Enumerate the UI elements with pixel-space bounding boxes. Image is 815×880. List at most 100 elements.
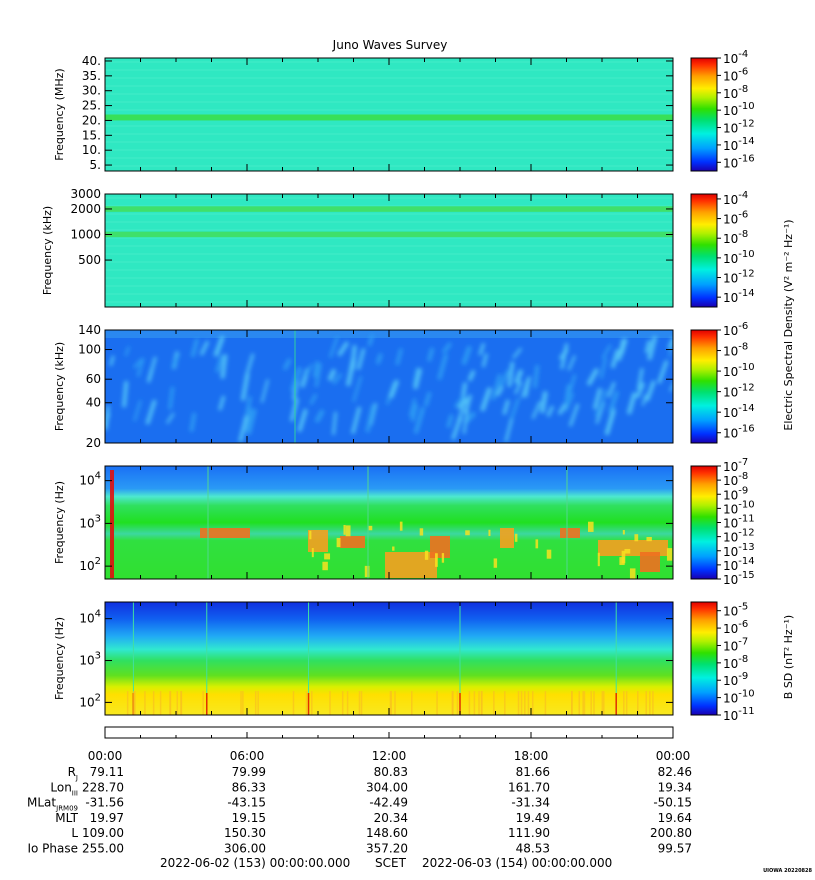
emission-speck (345, 525, 351, 537)
colorbar-tick-label: 10-11 (723, 706, 755, 723)
emission-streak (626, 392, 637, 415)
low-freq-streak (473, 691, 476, 715)
emission-streak (147, 356, 157, 383)
low-freq-streak (481, 691, 483, 715)
low-freq-streak (242, 691, 244, 715)
emission-block (430, 536, 450, 558)
ephemeris-value: 20.34 (374, 811, 408, 825)
emission-speck (666, 548, 673, 561)
emission-streak (427, 347, 435, 362)
emission-streak (564, 392, 575, 412)
ephemeris-value: 86.33 (232, 780, 266, 794)
ephemeris-value: 255.00 (82, 842, 124, 856)
emission-streak (533, 364, 540, 389)
spectrogram-background (105, 330, 673, 443)
emission-streak (283, 358, 292, 371)
low-freq-streak (311, 691, 313, 715)
low-freq-streak (493, 691, 495, 715)
low-freq-emissions (110, 466, 673, 579)
emission-block (560, 528, 580, 538)
colorbar-gradient (690, 601, 718, 716)
ephemeris-value: 306.00 (224, 842, 266, 856)
emission-speck (622, 530, 625, 535)
low-freq-streak (180, 691, 183, 715)
emission-streak (461, 345, 472, 365)
spectrogram (105, 330, 673, 443)
spectrogram-background (105, 602, 673, 715)
emission-speck (336, 537, 341, 548)
emission-band (105, 231, 673, 238)
low-freq-streak (582, 691, 584, 715)
low-freq-streak (257, 691, 259, 715)
emission-streak (647, 335, 658, 361)
emission-speck (597, 552, 600, 567)
ephemeris-value: 150.30 (224, 826, 266, 840)
colorbar-tick-label: 10-6 (723, 66, 748, 83)
y-tick-label: 1000 (70, 228, 101, 242)
spectrogram (105, 58, 673, 171)
emission-streak (636, 368, 644, 391)
y-tick-label: 20 (86, 436, 101, 450)
emission-speck (441, 553, 445, 563)
low-freq-streak (159, 691, 162, 715)
emission-streak (168, 386, 175, 410)
emission-streak (601, 344, 612, 359)
time-tick-label: 00:00 (656, 749, 691, 763)
time-tick-label: 12:00 (372, 749, 407, 763)
emission-streak (245, 353, 255, 374)
y-axis-label: Frequency (kHz) (53, 342, 66, 431)
colorbar-tick-label: 10-10 (723, 249, 755, 266)
emission-streak (607, 381, 616, 398)
emission-streak (314, 362, 322, 388)
spectrogram-stripe (105, 101, 673, 103)
emission-speck (514, 533, 518, 542)
spectrogram-stripe (105, 293, 673, 295)
y-tick-label: 103 (79, 513, 101, 530)
emission-streak (566, 374, 577, 398)
spectrogram-stripe (105, 93, 673, 95)
y-tick-label: 102 (79, 692, 101, 709)
footer-frame: SCET (375, 856, 407, 870)
emission-streak (124, 346, 130, 357)
emission-streak (424, 391, 432, 407)
emission-speck (424, 550, 429, 560)
ephemeris-value: 357.20 (366, 842, 408, 856)
low-freq-streak (132, 691, 135, 715)
low-freq-streak (578, 691, 581, 715)
emission-streak (641, 394, 647, 406)
low-freq-streak (517, 691, 520, 715)
low-freq-streak (645, 691, 647, 715)
emission-streak (166, 412, 175, 424)
emission-streak (215, 354, 224, 373)
low-freq-streak (436, 691, 438, 715)
low-freq-streak (411, 691, 413, 715)
time-tick-label: 00:00 (88, 749, 123, 763)
emission-block (200, 528, 250, 538)
low-freq-streak (240, 691, 242, 715)
spectrogram-stripe (105, 269, 673, 271)
y-tick-label: 30. (82, 84, 101, 98)
emission-streak (290, 397, 299, 422)
emission-streak (635, 382, 645, 399)
colorbar-gradient (690, 57, 718, 172)
low-freq-streak (583, 691, 586, 715)
ephemeris-row-label: Io Phase (27, 842, 78, 856)
colorbar-tick-label: 10-13 (723, 542, 755, 559)
emission-streak (246, 408, 257, 435)
spectrogram-background (105, 194, 673, 307)
emission-streak (504, 417, 514, 443)
emission-streak (514, 369, 523, 385)
emission-speck (324, 553, 331, 560)
emission-streak (462, 408, 469, 435)
spectrogram-stripe (105, 69, 673, 71)
y-axis-label: Frequency (MHz) (53, 68, 66, 160)
emission-speck (368, 525, 373, 531)
emission-streak (213, 335, 225, 357)
emission-block (340, 536, 365, 548)
emission-streak (309, 393, 318, 405)
emission-streak (608, 390, 619, 414)
colorbar-tick-label: 10-15 (723, 570, 755, 587)
spectrogram-stripe (105, 109, 673, 111)
